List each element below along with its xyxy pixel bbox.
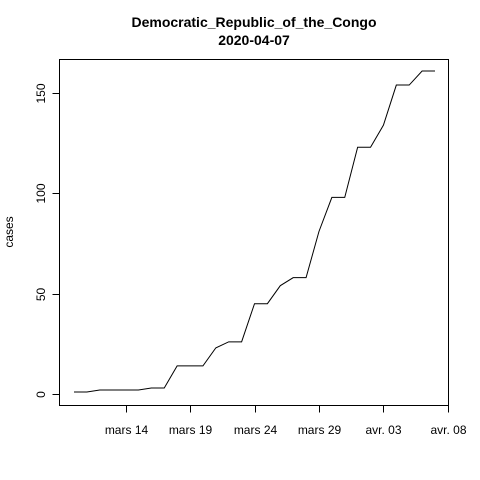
x-axis: mars 14 mars 19 mars 24 mars 29 avr. 03 avr. … xyxy=(105,405,467,437)
plot-frame xyxy=(59,59,449,406)
y-tick-label: 0 xyxy=(34,391,48,398)
y-axis: 0 50 100 150 xyxy=(34,83,60,398)
x-tick-label: mars 14 xyxy=(105,423,149,437)
y-tick-label: 100 xyxy=(34,183,48,203)
y-tick-label: 50 xyxy=(34,288,48,302)
y-axis-label: cases xyxy=(2,216,16,247)
series-line xyxy=(74,70,435,393)
x-tick-label: mars 19 xyxy=(169,423,213,437)
x-tick-label: mars 29 xyxy=(298,423,342,437)
x-tick-label: avr. 03 xyxy=(365,423,401,437)
y-tick-label: 150 xyxy=(34,83,48,103)
chart-subtitle: 2020-04-07 xyxy=(218,32,290,48)
x-tick-label: mars 24 xyxy=(234,423,278,437)
x-tick-label: avr. 08 xyxy=(430,423,466,437)
chart-title: Democratic_Republic_of_the_Congo xyxy=(131,14,376,30)
